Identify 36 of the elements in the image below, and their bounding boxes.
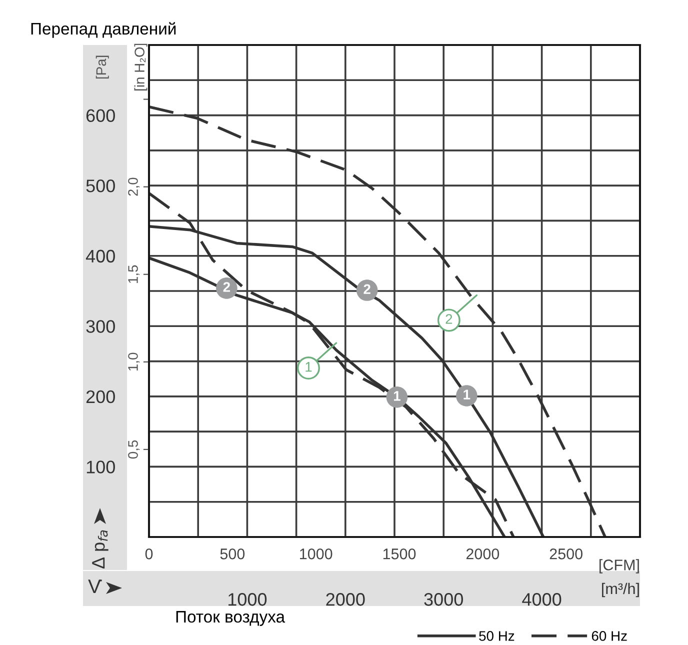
- x-tick-label: 3000: [424, 593, 463, 606]
- chart-title: Перепад давлений: [31, 22, 176, 38]
- annotation: 1: [464, 390, 470, 400]
- y2-tick-label: 2,0: [128, 178, 140, 196]
- annotation: 2: [446, 314, 452, 324]
- y-tick-label: 600: [86, 109, 115, 122]
- y-axis-title: [Pa]: [96, 56, 109, 79]
- x2-tick-label: 1000: [300, 548, 332, 560]
- x2-tick-label: 0: [145, 548, 153, 560]
- y-tick-label: 400: [86, 250, 115, 263]
- y2-axis-title: [in H₂O]: [134, 44, 148, 90]
- x-tick-label: 2000: [326, 593, 365, 606]
- text: [m³/h]: [602, 582, 639, 598]
- text: V̇: [88, 580, 102, 594]
- x2-tick-label: 2500: [550, 548, 582, 560]
- x-axis-title: Поток воздуха: [176, 611, 286, 626]
- x-tick-label: 1000: [228, 593, 267, 606]
- x2-tick-label: 2000: [466, 548, 500, 560]
- y-tick-label: 500: [86, 180, 115, 192]
- legend-label: 60 Hz: [592, 631, 627, 641]
- annotation: 1: [394, 391, 400, 401]
- y-tick-label: 200: [86, 390, 115, 404]
- x-tick-label: 4000: [522, 593, 562, 606]
- x2-tick-label: 1500: [383, 548, 416, 560]
- annotation: 1: [306, 362, 312, 372]
- x2-axis-title: [CFM]: [600, 559, 639, 574]
- annotation: 2: [223, 282, 230, 292]
- legend-label: 50 Hz: [479, 631, 514, 641]
- x2-tick-label: 500: [220, 548, 245, 560]
- y2-tick-label: 1,5: [128, 265, 140, 283]
- text: Δ p$_{fa}$: [92, 530, 108, 569]
- y2-tick-label: 0,5: [128, 440, 140, 459]
- y-tick-label: 300: [86, 320, 115, 333]
- y-tick-label: 100: [86, 460, 115, 474]
- y2-tick-label: 1,0: [128, 352, 140, 371]
- annotation: 2: [364, 284, 370, 294]
